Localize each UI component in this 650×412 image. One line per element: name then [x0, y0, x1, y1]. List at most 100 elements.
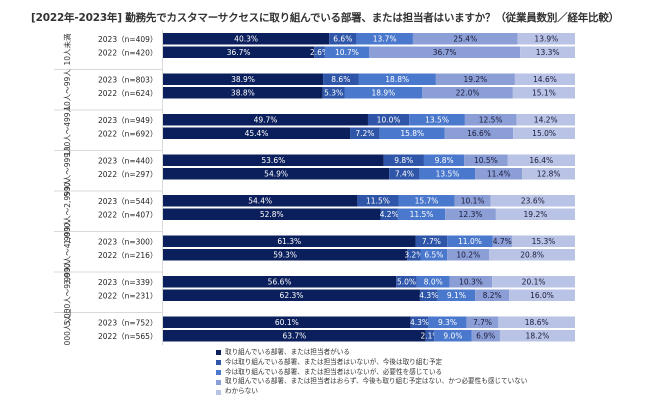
- bar-segment: [367, 114, 410, 126]
- data-label: 49.7%: [254, 116, 278, 125]
- category-label: 1,000人～2,999人: [63, 178, 72, 244]
- data-label: 15.0%: [532, 129, 556, 138]
- bar-segment: [445, 208, 496, 220]
- bar-segment: [350, 127, 380, 139]
- bar-segment: [314, 46, 325, 58]
- data-label: 56.6%: [268, 278, 292, 287]
- data-label: 8.6%: [331, 75, 350, 84]
- data-label: 15.7%: [415, 197, 439, 206]
- bar-segment: [435, 73, 515, 85]
- bar-segment: [163, 249, 408, 261]
- bar-segment: [163, 46, 315, 58]
- data-label: 4.2%: [380, 210, 399, 219]
- legend-swatch: [216, 389, 221, 395]
- bar-segment: [379, 127, 445, 139]
- data-label: 36.7%: [433, 48, 457, 57]
- data-label: 4.3%: [410, 318, 429, 327]
- row-label: 2023（n=300）: [98, 237, 157, 246]
- bar-segment: [425, 330, 435, 342]
- bar-segment: [163, 195, 358, 207]
- data-label: 16.0%: [530, 291, 554, 300]
- data-label: 15.3%: [532, 237, 556, 246]
- bar-segment: [163, 235, 416, 247]
- bar-segment: [163, 73, 324, 85]
- data-label: 23.6%: [521, 197, 545, 206]
- data-label: 10.0%: [377, 116, 401, 125]
- bar-segment: [163, 316, 411, 328]
- data-label: 60.1%: [275, 318, 299, 327]
- bar-segment: [464, 154, 508, 166]
- data-label: 7.7%: [473, 318, 492, 327]
- bar-segment: [454, 195, 491, 207]
- row-label: 2023（n=803）: [98, 75, 157, 84]
- data-label: 15.1%: [532, 89, 556, 98]
- data-label: 14.6%: [533, 75, 557, 84]
- bar-segment: [324, 46, 369, 58]
- data-label: 25.4%: [453, 35, 477, 44]
- bar-segment: [163, 330, 426, 342]
- data-label: 16.4%: [529, 156, 553, 165]
- data-label: 20.8%: [520, 251, 544, 260]
- data-label: 9.8%: [435, 156, 454, 165]
- bar-segment: [389, 168, 420, 180]
- category-label: 3,000人～4,999人: [63, 219, 72, 285]
- data-label: 14.2%: [534, 116, 558, 125]
- row-label: 2023（n=339）: [98, 278, 157, 287]
- data-label: 19.2%: [524, 210, 548, 219]
- bar-segment: [447, 249, 490, 261]
- legend-swatch: [216, 369, 221, 375]
- data-label: 2.6%: [310, 48, 329, 57]
- bar-segment: [422, 87, 513, 99]
- bar-segment: [323, 73, 359, 85]
- bar-segment: [415, 235, 448, 247]
- data-label: 9.8%: [394, 156, 413, 165]
- legend-swatch: [216, 379, 221, 385]
- bar-segment: [512, 87, 575, 99]
- row-label: 2022（n=565）: [98, 332, 157, 341]
- bar-segment: [464, 114, 517, 126]
- bar-segment: [520, 46, 575, 58]
- bar-segment: [380, 208, 398, 220]
- data-label: 36.7%: [227, 48, 251, 57]
- bar-segment: [358, 73, 436, 85]
- data-label: 40.3%: [234, 35, 258, 44]
- legend-label: 今は取り組んでいる部署、または担当者はいないが、今後は取り組む予定: [225, 357, 443, 366]
- data-label: 4.3%: [419, 291, 438, 300]
- bar-segment: [357, 195, 399, 207]
- bar-segment: [444, 127, 514, 139]
- bar-segment: [434, 330, 472, 342]
- bar-segment: [495, 208, 575, 220]
- data-label: 10.5%: [474, 156, 498, 165]
- bar-segment: [407, 249, 421, 261]
- data-label: 11.4%: [487, 170, 511, 179]
- data-label: 13.9%: [534, 35, 558, 44]
- data-label: 10.7%: [335, 48, 359, 57]
- data-label: 20.1%: [522, 278, 546, 287]
- data-label: 13.5%: [425, 116, 449, 125]
- bar-segment: [416, 276, 450, 288]
- legend-swatch: [216, 360, 221, 366]
- data-label: 18.9%: [371, 89, 395, 98]
- data-label: 3.2%: [404, 251, 423, 260]
- row-label: 2022（n=297）: [98, 170, 157, 179]
- bar-segment: [475, 289, 510, 301]
- chart-title: [2022年-2023年] 勤務先でカスタマーサクセスに取り組んでいる部署、また…: [31, 12, 619, 24]
- row-label: 2022（n=624）: [98, 89, 157, 98]
- bar-segment: [383, 154, 424, 166]
- data-label: 9.0%: [443, 332, 462, 341]
- bar-segment: [398, 195, 455, 207]
- bar-segment: [471, 330, 500, 342]
- bar-segment: [499, 330, 575, 342]
- category-label: 10,000人以上: [63, 308, 72, 345]
- bar-segment: [163, 168, 390, 180]
- data-label: 6.9%: [476, 332, 495, 341]
- bar-segment: [490, 195, 575, 207]
- bar-segment: [412, 33, 518, 45]
- data-label: 22.0%: [456, 89, 480, 98]
- bar-segment: [423, 154, 465, 166]
- bar-segment: [466, 316, 499, 328]
- row-label: 2023（n=440）: [98, 156, 157, 165]
- bar-segment: [513, 127, 575, 139]
- legend-item: 今は取り組んでいる部署、または担当者はいないが、今後は取り組む予定: [216, 358, 527, 368]
- row-label: 2022（n=692）: [98, 129, 157, 138]
